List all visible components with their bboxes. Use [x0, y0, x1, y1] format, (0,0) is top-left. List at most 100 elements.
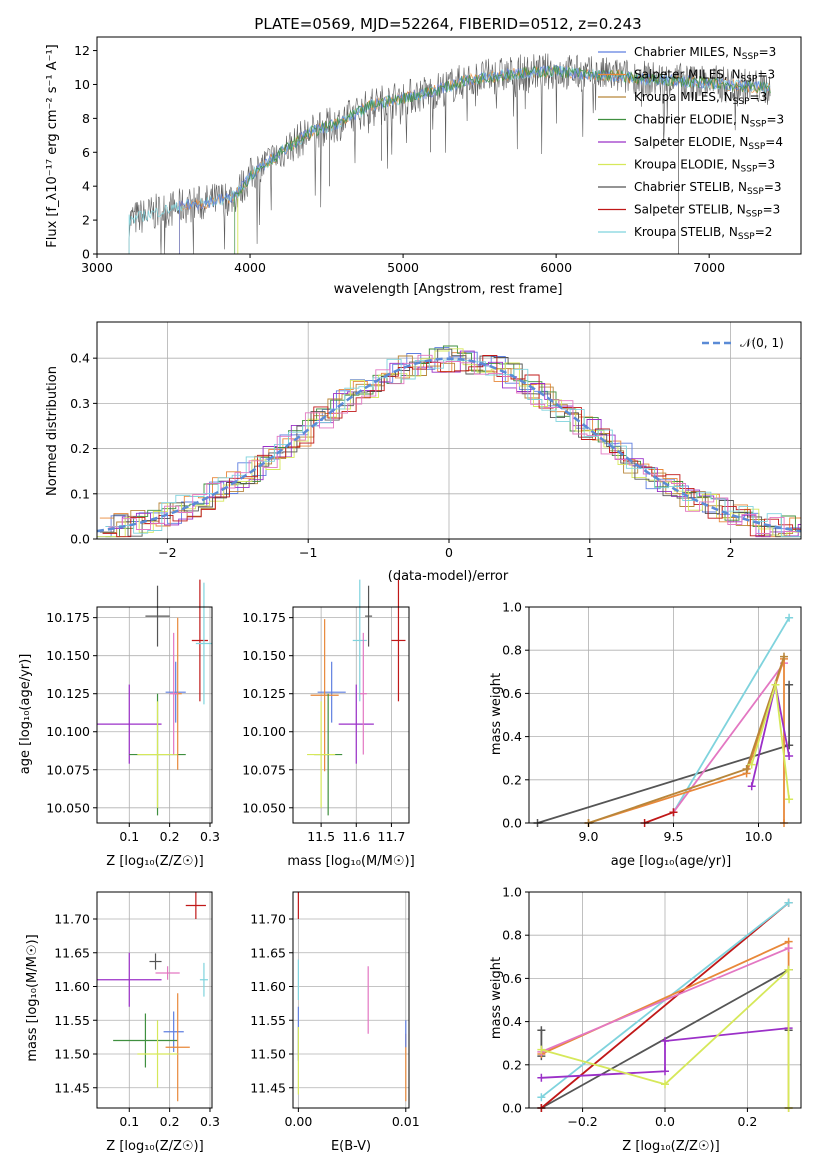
- series-point-marker: [785, 795, 794, 804]
- figure-title: PLATE=0569, MJD=52264, FIBERID=0512, z=0…: [254, 15, 641, 33]
- x-tick-label: 9.0: [579, 829, 599, 844]
- spectrum-xlabel: wavelength [Angstrom, rest frame]: [334, 282, 563, 297]
- series-point-marker: [742, 765, 751, 773]
- spectrum-legend: Chabrier MILES, NSSP=3 Salpeter MILES, NS…: [598, 45, 784, 242]
- gaussian-legend-label: 𝒩(0, 1): [740, 336, 784, 350]
- histogram-step-kroupa_stelib: [105, 358, 801, 538]
- y-tick-label: 11.45: [54, 1080, 90, 1095]
- histogram-step-chabrier_miles: [97, 347, 801, 538]
- spectrum-line-chabrier_elodie: [234, 65, 771, 254]
- x-tick-label: 0.0: [655, 1114, 675, 1129]
- mass-vs-ebv-panel: 0.00 0.01 11.45 11.50 11.55 11.60 11.65 11.70: [250, 891, 420, 1129]
- y-tick-label: 11.60: [54, 979, 90, 994]
- series-point-marker: [537, 1045, 546, 1054]
- x-tick-label: 9.5: [664, 829, 684, 844]
- axes-frame: [96, 606, 213, 824]
- series-point-marker: [661, 1037, 669, 1046]
- mass-ebv-xlabel: E(B-V): [331, 1139, 371, 1154]
- series-point-marker: [785, 613, 794, 622]
- x-tick-label: 0.2: [737, 1114, 757, 1129]
- series-line-kroupa_stelib: [672, 617, 790, 813]
- x-tick-label: 2: [727, 545, 735, 560]
- y-tick-label: 4: [82, 179, 90, 194]
- mw-Z-xlabel: Z [log₁₀(Z/Z☉)]: [622, 1139, 719, 1154]
- y-tick-label: 0.8: [502, 928, 522, 943]
- series-point-marker: [661, 1080, 669, 1089]
- series-point-marker: [784, 944, 793, 953]
- x-tick-label: 5000: [387, 260, 419, 275]
- x-tick-label: 0.1: [119, 1114, 139, 1129]
- x-tick-label: 0.3: [200, 1114, 220, 1129]
- axes-frame: [292, 891, 410, 1109]
- y-tick-label: 0.2: [70, 441, 90, 456]
- y-tick-label: 10.125: [242, 686, 286, 701]
- y-tick-label: 0.2: [502, 772, 522, 787]
- y-tick-label: 6: [82, 145, 90, 160]
- x-tick-label: 0.3: [200, 829, 220, 844]
- series-line-salpeter_stelib: [540, 902, 790, 1109]
- series-point-marker: [780, 652, 788, 661]
- x-tick-label: 0: [445, 545, 453, 560]
- x-tick-label: −0.2: [567, 1114, 597, 1129]
- mass-vs-Z-panel: 0.1 0.2 0.3 11.45 11.50 11.55 11.60 11.65 11.70: [54, 891, 220, 1129]
- y-tick-label: 0.0: [502, 1101, 522, 1116]
- legend-label: Salpeter MILES, NSSP=3: [634, 68, 775, 85]
- histogram-xlabel: (data-model)/error: [388, 569, 509, 584]
- y-tick-label: 0.8: [502, 643, 522, 658]
- axes-frame: [528, 606, 802, 824]
- legend-label: Chabrier MILES, NSSP=3: [634, 45, 776, 62]
- y-tick-label: 10.050: [46, 800, 90, 815]
- histogram-step-kroupa_miles: [102, 355, 801, 536]
- spectrum-frame: [96, 36, 802, 255]
- mw-Z-ylabel: mass weight: [489, 957, 504, 1039]
- y-tick-label: 0.6: [502, 686, 522, 701]
- age-vs-Z-panel: 0.1 0.2 0.3 10.050 10.075 10.100 10.125 10.150 1…: [46, 579, 220, 844]
- series-point-marker: [771, 680, 780, 689]
- mw-age-xlabel: age [log₁₀(age/yr)]: [611, 854, 732, 869]
- series-point-marker: [785, 680, 794, 689]
- x-tick-label: 0.00: [284, 1114, 312, 1129]
- y-tick-label: 11.55: [250, 1013, 286, 1028]
- histogram-step-salpeter_elodie: [108, 350, 801, 538]
- y-tick-label: 10.075: [46, 762, 90, 777]
- y-tick-label: 10.100: [242, 724, 286, 739]
- age-mass-xlabel: mass [log₁₀(M/M☉)]: [287, 854, 414, 869]
- y-tick-label: 10: [74, 77, 90, 92]
- series-point-marker: [785, 752, 794, 761]
- x-tick-label: 0.1: [119, 829, 139, 844]
- legend-label: Kroupa MILES, NSSP=3: [634, 90, 767, 107]
- y-tick-label: 1.0: [502, 885, 522, 900]
- y-tick-label: 10.175: [242, 610, 286, 625]
- x-tick-label: 0.2: [160, 1114, 180, 1129]
- y-tick-label: 10.175: [46, 610, 90, 625]
- mass-Z-xlabel: Z [log₁₀(Z/Z☉)]: [106, 1139, 203, 1154]
- y-tick-label: 0.6: [502, 971, 522, 986]
- x-tick-label: 4000: [234, 260, 266, 275]
- histogram-step-chabrier_stelib: [99, 348, 801, 538]
- y-tick-label: 0.4: [502, 1014, 522, 1029]
- series-line-kroupa_elodie: [541, 967, 790, 1108]
- y-tick-label: 11.65: [54, 945, 90, 960]
- series-point-marker: [784, 965, 793, 974]
- age-vs-mass-panel: 11.5 11.6 11.7 10.050 10.075 10.100 10.125 10.1…: [242, 579, 410, 844]
- series-point-marker: [784, 898, 793, 907]
- histogram-legend: 𝒩(0, 1): [702, 336, 784, 350]
- mw-age-ylabel: mass weight: [489, 673, 504, 755]
- mass-Z-ylabel: mass [log₁₀(M/M☉)]: [25, 934, 40, 1061]
- series-point-marker: [669, 808, 678, 817]
- y-tick-label: 10.125: [46, 686, 90, 701]
- y-tick-label: 0.4: [502, 729, 522, 744]
- y-tick-label: 0.4: [70, 351, 90, 366]
- y-tick-label: 11.45: [250, 1080, 286, 1095]
- histogram-step-salpeter_stelib: [102, 355, 801, 538]
- legend-label: Kroupa STELIB, NSSP=2: [634, 225, 772, 242]
- series-line-salpeter_stelib: [644, 811, 674, 824]
- gaussian-curve: [96, 357, 802, 533]
- legend-label: Salpeter ELODIE, NSSP=4: [634, 135, 783, 152]
- y-tick-label: 11.55: [54, 1013, 90, 1028]
- y-tick-label: 11.60: [250, 979, 286, 994]
- x-tick-label: 3000: [81, 260, 113, 275]
- series-point-marker: [537, 1026, 546, 1035]
- y-tick-label: 12: [74, 43, 90, 58]
